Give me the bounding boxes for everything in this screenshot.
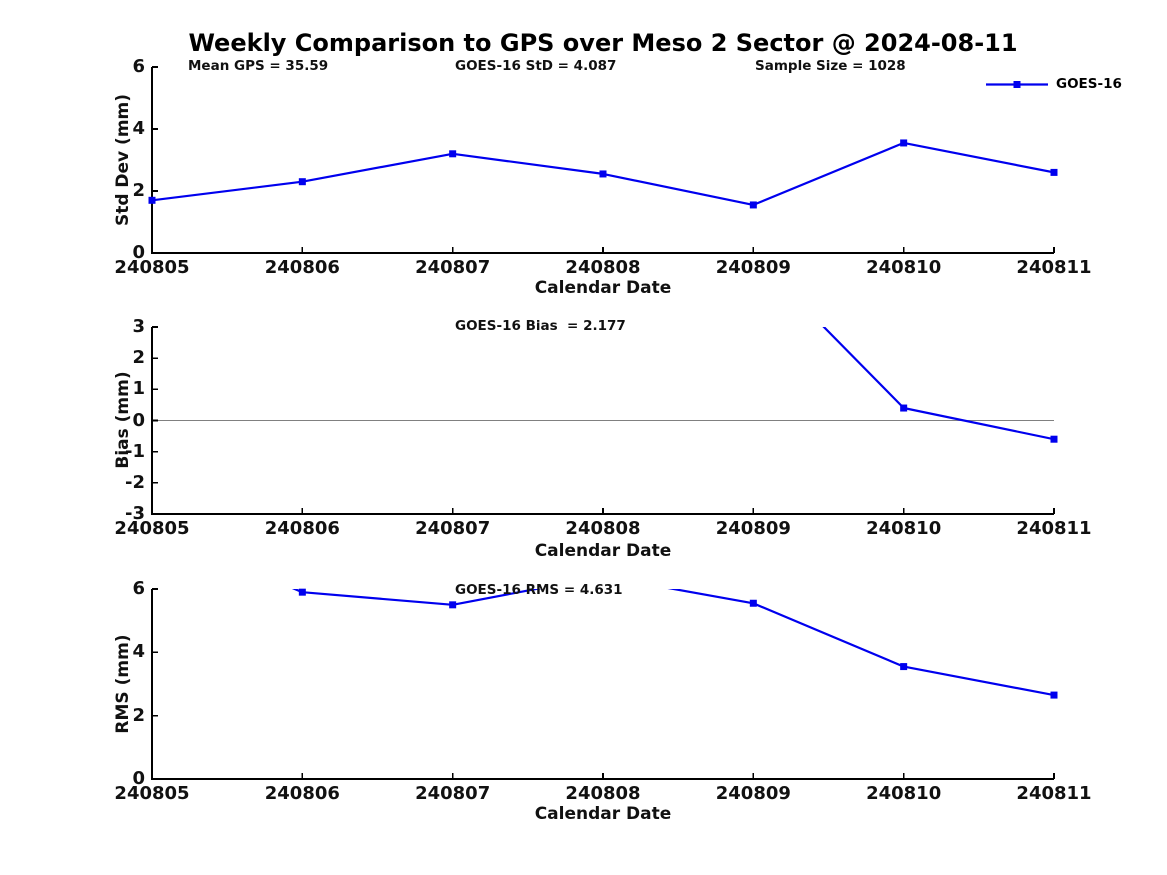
figure-title: Weekly Comparison to GPS over Meso 2 Sec… (188, 29, 1018, 57)
data-marker (1050, 435, 1058, 443)
data-marker (1050, 168, 1058, 176)
x-tick-label: 240805 (114, 783, 190, 804)
x-tick-label: 240806 (264, 257, 340, 278)
x-tick-label: 240805 (114, 257, 190, 278)
y-tick-label: 2 (132, 704, 145, 726)
x-tick-label: 240806 (264, 783, 340, 804)
x-tick-label: 240807 (415, 257, 491, 278)
legend-swatch-icon (986, 80, 1048, 88)
legend-label: GOES-16 (1056, 76, 1122, 92)
y-tick-label: 0 (132, 242, 145, 263)
data-marker (900, 404, 908, 412)
x-tick-label: 240805 (114, 518, 190, 539)
data-marker (900, 663, 908, 671)
y-tick-label: 1 (132, 378, 145, 400)
x-tick-label: 240807 (415, 518, 491, 539)
y-tick-label: 0 (132, 768, 145, 789)
x-tick-label: 240810 (866, 518, 942, 539)
x-tick-label: 240808 (565, 518, 641, 539)
annotation-goes16-bias: GOES-16 Bias = 2.177 (455, 318, 626, 334)
data-marker (599, 170, 607, 178)
x-tick-label: 240811 (1016, 783, 1092, 804)
y-tick-label: 4 (132, 118, 145, 139)
x-tick-label: 240808 (565, 257, 641, 278)
axes-panel-3 (151, 589, 1054, 780)
y-tick-label: 2 (132, 347, 145, 369)
y-tick-label: 0 (132, 409, 145, 431)
y-tick-label: -1 (125, 440, 145, 462)
annotation-goes16-rms: GOES-16 RMS = 4.631 (455, 582, 623, 598)
y-tick-label: -2 (125, 471, 145, 493)
ylabel-bias: Bias (mm) (113, 371, 133, 469)
x-tick-label: 240810 (866, 257, 942, 278)
ylabel-std-dev: Std Dev (mm) (113, 93, 133, 227)
xlabel-calendar-date-panel3: Calendar Date (534, 804, 672, 824)
y-tick-label: 4 (132, 641, 145, 663)
x-tick-label: 240807 (415, 783, 491, 804)
x-tick-label: 240811 (1016, 518, 1092, 539)
xlabel-calendar-date-panel2: Calendar Date (534, 541, 672, 561)
axes-panel-1 (151, 67, 1054, 254)
y-tick-label: 6 (132, 578, 145, 599)
x-tick-label: 240806 (264, 518, 340, 539)
x-tick-label: 240808 (565, 783, 641, 804)
x-tick-label: 240809 (715, 783, 791, 804)
y-tick-label: 6 (132, 56, 145, 77)
data-marker (148, 196, 156, 204)
x-tick-label: 240809 (715, 518, 791, 539)
ylabel-rms: RMS (mm) (113, 634, 133, 734)
legend: GOES-16 (985, 76, 1122, 92)
x-tick-label: 240811 (1016, 257, 1092, 278)
data-marker (1050, 691, 1058, 699)
data-marker (749, 599, 757, 607)
data-marker (449, 150, 457, 158)
data-marker (298, 588, 306, 596)
annotation-goes16-std: GOES-16 StD = 4.087 (455, 58, 617, 74)
data-marker (900, 139, 908, 147)
x-tick-label: 240810 (866, 783, 942, 804)
x-tick-label: 240809 (715, 257, 791, 278)
xlabel-calendar-date-panel1: Calendar Date (534, 278, 672, 298)
y-tick-label: 3 (132, 316, 145, 337)
annotation-mean-gps: Mean GPS = 35.59 (188, 58, 329, 74)
y-tick-label: 2 (132, 180, 145, 201)
y-tick-label: -3 (125, 503, 145, 524)
annotation-sample-size: Sample Size = 1028 (755, 58, 906, 74)
data-marker (298, 178, 306, 186)
data-marker (449, 601, 457, 609)
data-marker (749, 201, 757, 209)
